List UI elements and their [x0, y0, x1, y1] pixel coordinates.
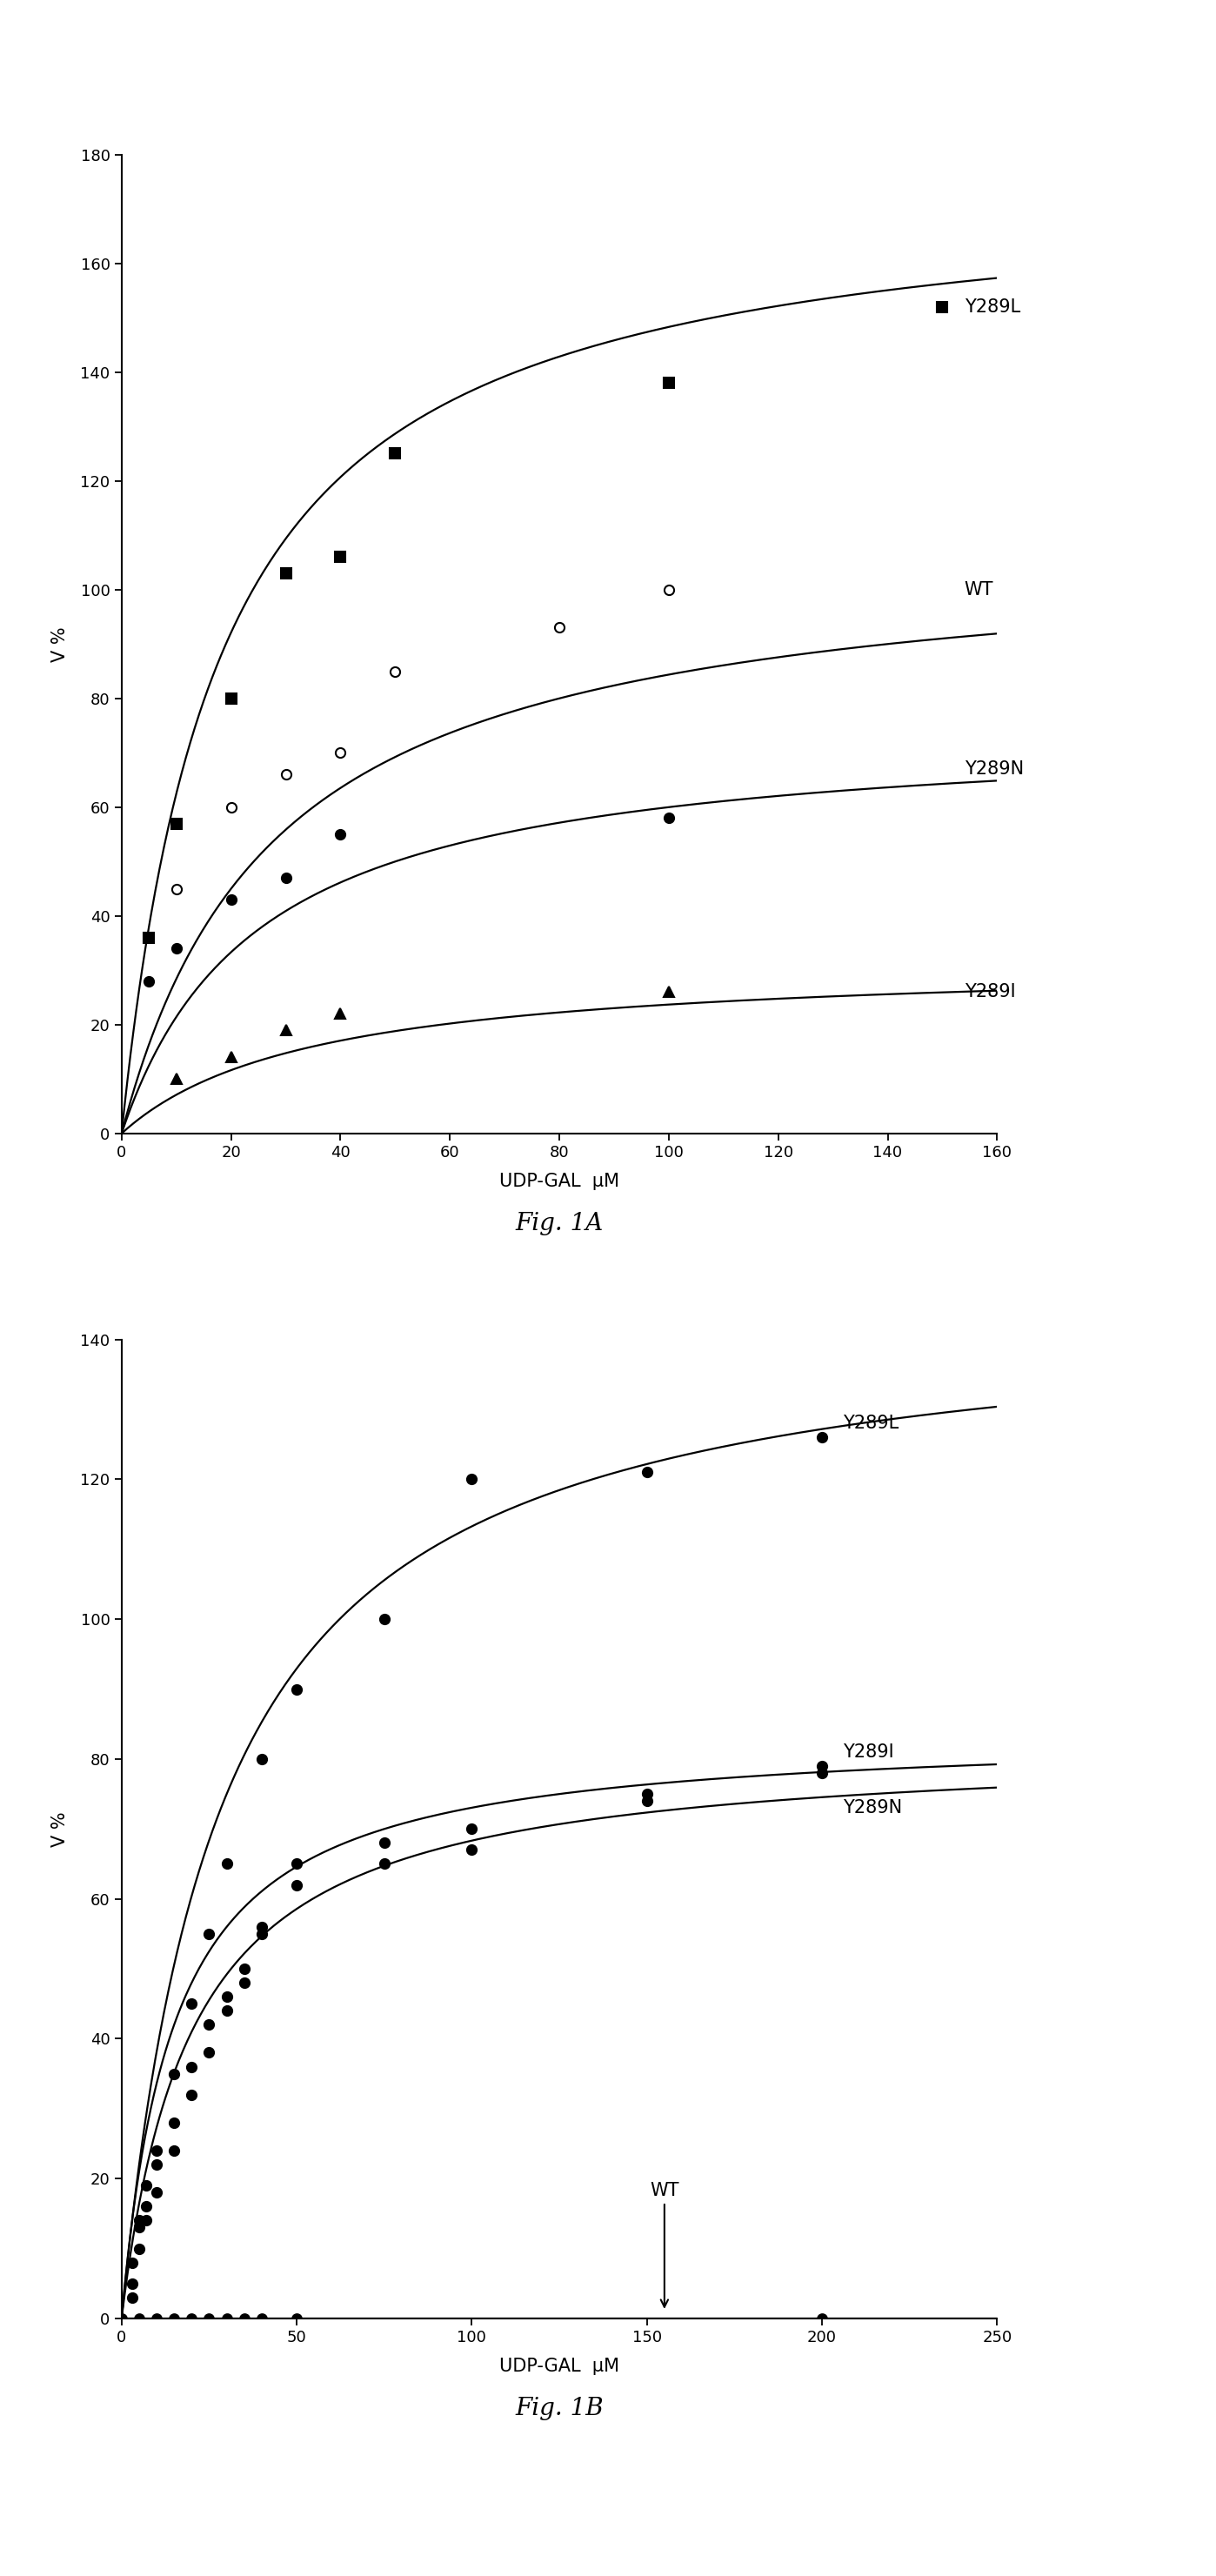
- Text: Y289L: Y289L: [964, 299, 1020, 314]
- X-axis label: UDP-GAL  μM: UDP-GAL μM: [500, 2357, 619, 2375]
- Text: Y289I: Y289I: [843, 1744, 894, 1762]
- Text: Fig. 1A: Fig. 1A: [516, 1211, 603, 1236]
- Y-axis label: V %: V %: [51, 1811, 68, 1847]
- Text: WT: WT: [964, 582, 993, 598]
- Text: Y289N: Y289N: [964, 760, 1024, 778]
- Text: Fig. 1B: Fig. 1B: [516, 2396, 603, 2421]
- Text: Y289I: Y289I: [964, 984, 1015, 999]
- X-axis label: UDP-GAL  μM: UDP-GAL μM: [500, 1172, 619, 1190]
- Text: Y289L: Y289L: [843, 1414, 899, 1432]
- Y-axis label: V %: V %: [51, 626, 68, 662]
- Text: WT: WT: [649, 2182, 679, 2308]
- Text: Y289N: Y289N: [843, 1798, 902, 1816]
